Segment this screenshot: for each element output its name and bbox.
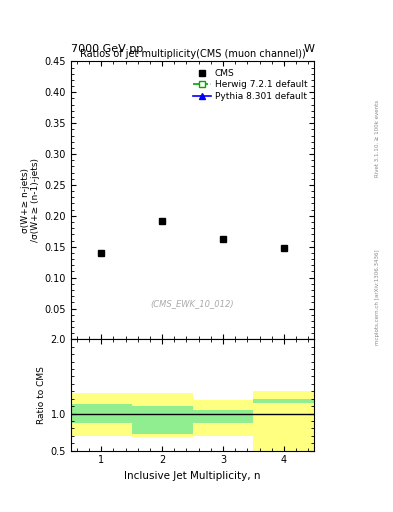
Y-axis label: Ratio to CMS: Ratio to CMS — [37, 366, 46, 424]
Text: Rivet 3.1.10, ≥ 100k events: Rivet 3.1.10, ≥ 100k events — [375, 100, 380, 177]
Text: (CMS_EWK_10_012): (CMS_EWK_10_012) — [151, 298, 234, 308]
Text: 7000 GeV pp: 7000 GeV pp — [71, 44, 143, 54]
X-axis label: Inclusive Jet Multiplicity, n: Inclusive Jet Multiplicity, n — [124, 471, 261, 481]
Title: Ratios of jet multiplicity(CMS (muon channel)): Ratios of jet multiplicity(CMS (muon cha… — [80, 49, 305, 59]
Text: W: W — [303, 44, 314, 54]
Text: mcplots.cern.ch [arXiv:1306.3436]: mcplots.cern.ch [arXiv:1306.3436] — [375, 249, 380, 345]
Legend: CMS, Herwig 7.2.1 default, Pythia 8.301 default: CMS, Herwig 7.2.1 default, Pythia 8.301 … — [190, 66, 310, 104]
Y-axis label: σ(W+≥ n-jets)
/σ(W+≥ (n-1)-jets): σ(W+≥ n-jets) /σ(W+≥ (n-1)-jets) — [21, 158, 40, 242]
